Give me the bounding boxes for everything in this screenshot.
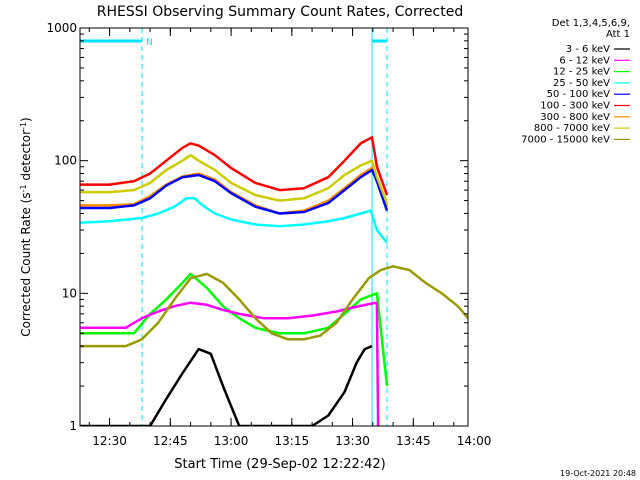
plot-frame [79,27,469,427]
night-marker: N [146,38,153,48]
legend-entry: 12 - 25 keV [553,67,610,78]
legend-entry: 6 - 12 keV [559,55,610,66]
y-tick-label: 1 [69,419,77,433]
y-axis-label: Corrected Count Rate (s-1 detector-1) [19,117,33,336]
x-tick-label: 12:45 [153,434,188,448]
x-tick-label: 13:45 [396,434,431,448]
legend-entry: 100 - 300 keV [540,101,610,112]
footer-date: 19-Oct-2021 20:48 [560,469,636,478]
legend-entry: 800 - 7000 keV [534,123,610,134]
legend-entry: 300 - 800 keV [540,112,610,123]
x-tick-label: 13:00 [214,434,249,448]
series-line [80,153,389,204]
series-layer [80,136,468,426]
x-axis: 12:30 12:45 13:00 13:15 13:30 13:45 14:00 [88,28,492,448]
y-tick-label: 100 [54,154,77,168]
x-tick-label: 12:30 [92,434,127,448]
chart-title: RHESSI Observing Summary Count Rates, Co… [97,4,463,20]
x-tick-label: 13:15 [275,434,310,448]
series-line [80,272,389,387]
legend-entry: 7000 - 15000 keV [521,134,610,145]
legend-entry: 3 - 6 keV [566,44,610,55]
series-line [80,197,388,244]
legend-entry: 25 - 50 keV [553,78,610,89]
x-tick-label: 13:30 [335,434,370,448]
y-axis: 1 10 100 1000 [46,21,468,433]
series-line [80,265,468,348]
series-line [80,168,389,215]
x-tick-label: 14:00 [457,434,492,448]
series-line [80,344,373,426]
legend-entry: 50 - 100 keV [547,89,611,100]
series-line [80,301,380,426]
event-markers: N [79,28,388,426]
y-tick-label: 10 [62,286,77,300]
legend-header: Att 1 [606,29,630,40]
x-axis-label: Start Time (29-Sep-02 12:22:42) [174,457,385,472]
series-line [80,136,389,196]
y-tick-label: 1000 [46,21,77,35]
legend-header: Det 1,3,4,5,6,9, [552,18,630,29]
